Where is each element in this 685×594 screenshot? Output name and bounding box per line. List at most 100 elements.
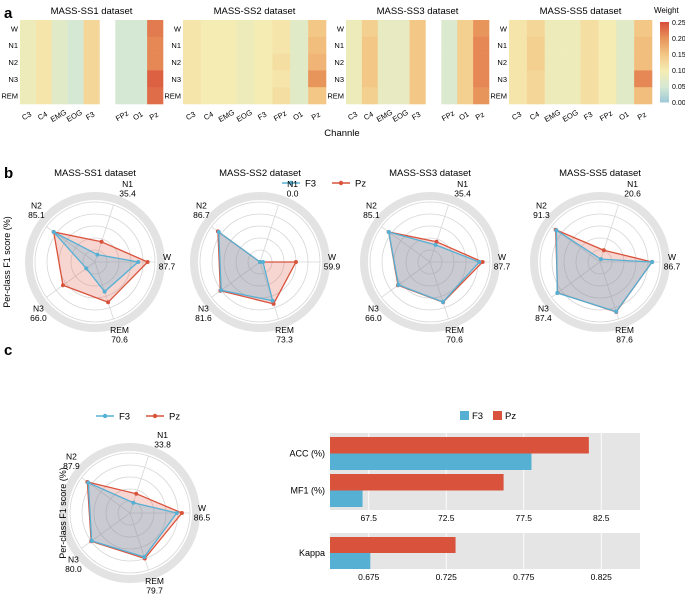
radar-point-f3 — [131, 500, 136, 505]
heatmap-title: MASS-SS1 dataset — [51, 6, 133, 17]
heatmap-cell — [308, 70, 327, 88]
heatmap-cell — [580, 36, 599, 54]
heatmap-cell — [254, 87, 273, 105]
colorbar-segment — [660, 84, 669, 87]
heatmap-cell — [115, 87, 132, 105]
radar-axis-label: REM — [445, 325, 464, 335]
heatmap-cell — [236, 70, 255, 88]
colorbar-segment — [660, 62, 669, 65]
radar-avg-ylabel: Per-class F1 score (%) — [58, 467, 68, 559]
heatmap-cell — [616, 20, 635, 38]
heatmap-col-label: EMG — [543, 108, 562, 124]
heatmap-cell — [254, 20, 273, 38]
radar-axis-label: N1 — [122, 179, 133, 189]
radar-axis-label: N1 — [457, 179, 468, 189]
bar-f3 — [330, 453, 532, 470]
heatmap-col-label: Pz — [148, 110, 160, 122]
heatmap-row-label: N3 — [8, 75, 18, 84]
heatmap-row-label: N2 — [171, 58, 181, 67]
heatmap-col-label: F3 — [410, 110, 422, 122]
heatmap-cell — [20, 36, 37, 54]
radar-value-label: 87.6 — [616, 335, 633, 345]
heatmap-cell — [254, 36, 273, 54]
heatmap-col-label: EOG — [391, 108, 410, 124]
radar-axis-label: W — [198, 503, 206, 513]
radar-point-f3 — [477, 260, 482, 264]
heatmap-cell — [83, 36, 100, 54]
heatmap-cell — [580, 70, 599, 88]
radar-spoke — [599, 261, 619, 320]
bar-pz — [330, 437, 589, 454]
radar-point-f3 — [555, 291, 560, 296]
radar-spoke — [551, 261, 601, 298]
radar-series-pz — [52, 231, 149, 304]
heatmap-cell — [377, 53, 394, 71]
colorbar-segment — [660, 44, 669, 47]
legend-marker-pz — [152, 413, 158, 419]
heatmap-cell — [509, 36, 528, 54]
radar-point-f3 — [86, 480, 91, 485]
heatmap-cell — [346, 70, 363, 88]
heatmap-col-label: EOG — [65, 108, 84, 124]
radar-axis-label: W — [163, 252, 171, 262]
heatmap-cell — [200, 87, 220, 105]
heatmap-col-label: FPz — [272, 108, 288, 123]
radar-value-label: 79.7 — [146, 586, 163, 594]
colorbar-segment — [660, 52, 669, 55]
radar-axis-label: N3 — [68, 554, 79, 564]
heatmap-cell — [346, 20, 363, 38]
heatmap-cell — [544, 87, 563, 105]
heatmap-cell — [51, 70, 68, 88]
radar-point-f3 — [440, 299, 445, 304]
colorbar-tick: 0.20 — [672, 36, 685, 43]
heatmap-cell — [441, 70, 458, 88]
radar-point-f3 — [136, 260, 141, 264]
heatmap-cell — [35, 70, 53, 88]
colorbar-segment — [660, 74, 669, 77]
heatmap-row-label: W — [174, 24, 182, 33]
radar-outer-ring — [25, 192, 165, 332]
heatmap-cell — [290, 70, 309, 88]
radar-outer-ring — [190, 192, 330, 332]
heatmap-cell — [562, 20, 581, 38]
bar-legend-label-pz: Pz — [505, 411, 516, 422]
heatmap-cell — [409, 36, 426, 54]
legend-marker-f3 — [288, 180, 294, 186]
radar-spoke — [259, 204, 279, 263]
heatmap-cell — [361, 87, 379, 105]
heatmap-col-label: O1 — [457, 109, 470, 122]
heatmap-row-label: N1 — [171, 41, 181, 50]
heatmap-cell — [457, 36, 474, 54]
heatmap-cell — [308, 20, 327, 38]
heatmap-cell — [131, 20, 148, 38]
heatmap-cell — [131, 87, 148, 105]
heatmap-cell — [634, 53, 653, 71]
radar-point-f3 — [258, 260, 262, 264]
radar-axis-label: W — [498, 252, 506, 262]
heatmap-cell — [562, 36, 581, 54]
colorbar-segment — [660, 40, 669, 43]
radar-title: MASS-SS3 dataset — [389, 168, 471, 179]
radar-value-label: 20.6 — [624, 188, 641, 198]
bar-legend-label-f3: F3 — [472, 411, 483, 422]
radar-title: MASS-SS1 dataset — [54, 168, 136, 179]
heatmap-cell — [147, 53, 164, 71]
heatmap-cell — [272, 70, 291, 88]
heatmap-cell — [634, 87, 653, 105]
heatmap-cell — [544, 36, 563, 54]
radar-value-label: 87.4 — [535, 313, 552, 323]
heatmap-cell — [544, 70, 563, 88]
heatmap-cell — [634, 20, 653, 38]
colorbar-segment — [660, 22, 669, 25]
heatmap-col-label: C4 — [528, 110, 541, 123]
colorbar-segment — [660, 68, 669, 71]
heatmap-row-label: N1 — [334, 41, 344, 50]
colorbar-segment — [660, 24, 669, 27]
heatmap-cell — [183, 87, 202, 105]
heatmap-col-label: EMG — [217, 108, 236, 124]
heatmap-cell — [598, 87, 617, 105]
colorbar-segment — [660, 32, 669, 35]
colorbar-segment — [660, 56, 669, 59]
